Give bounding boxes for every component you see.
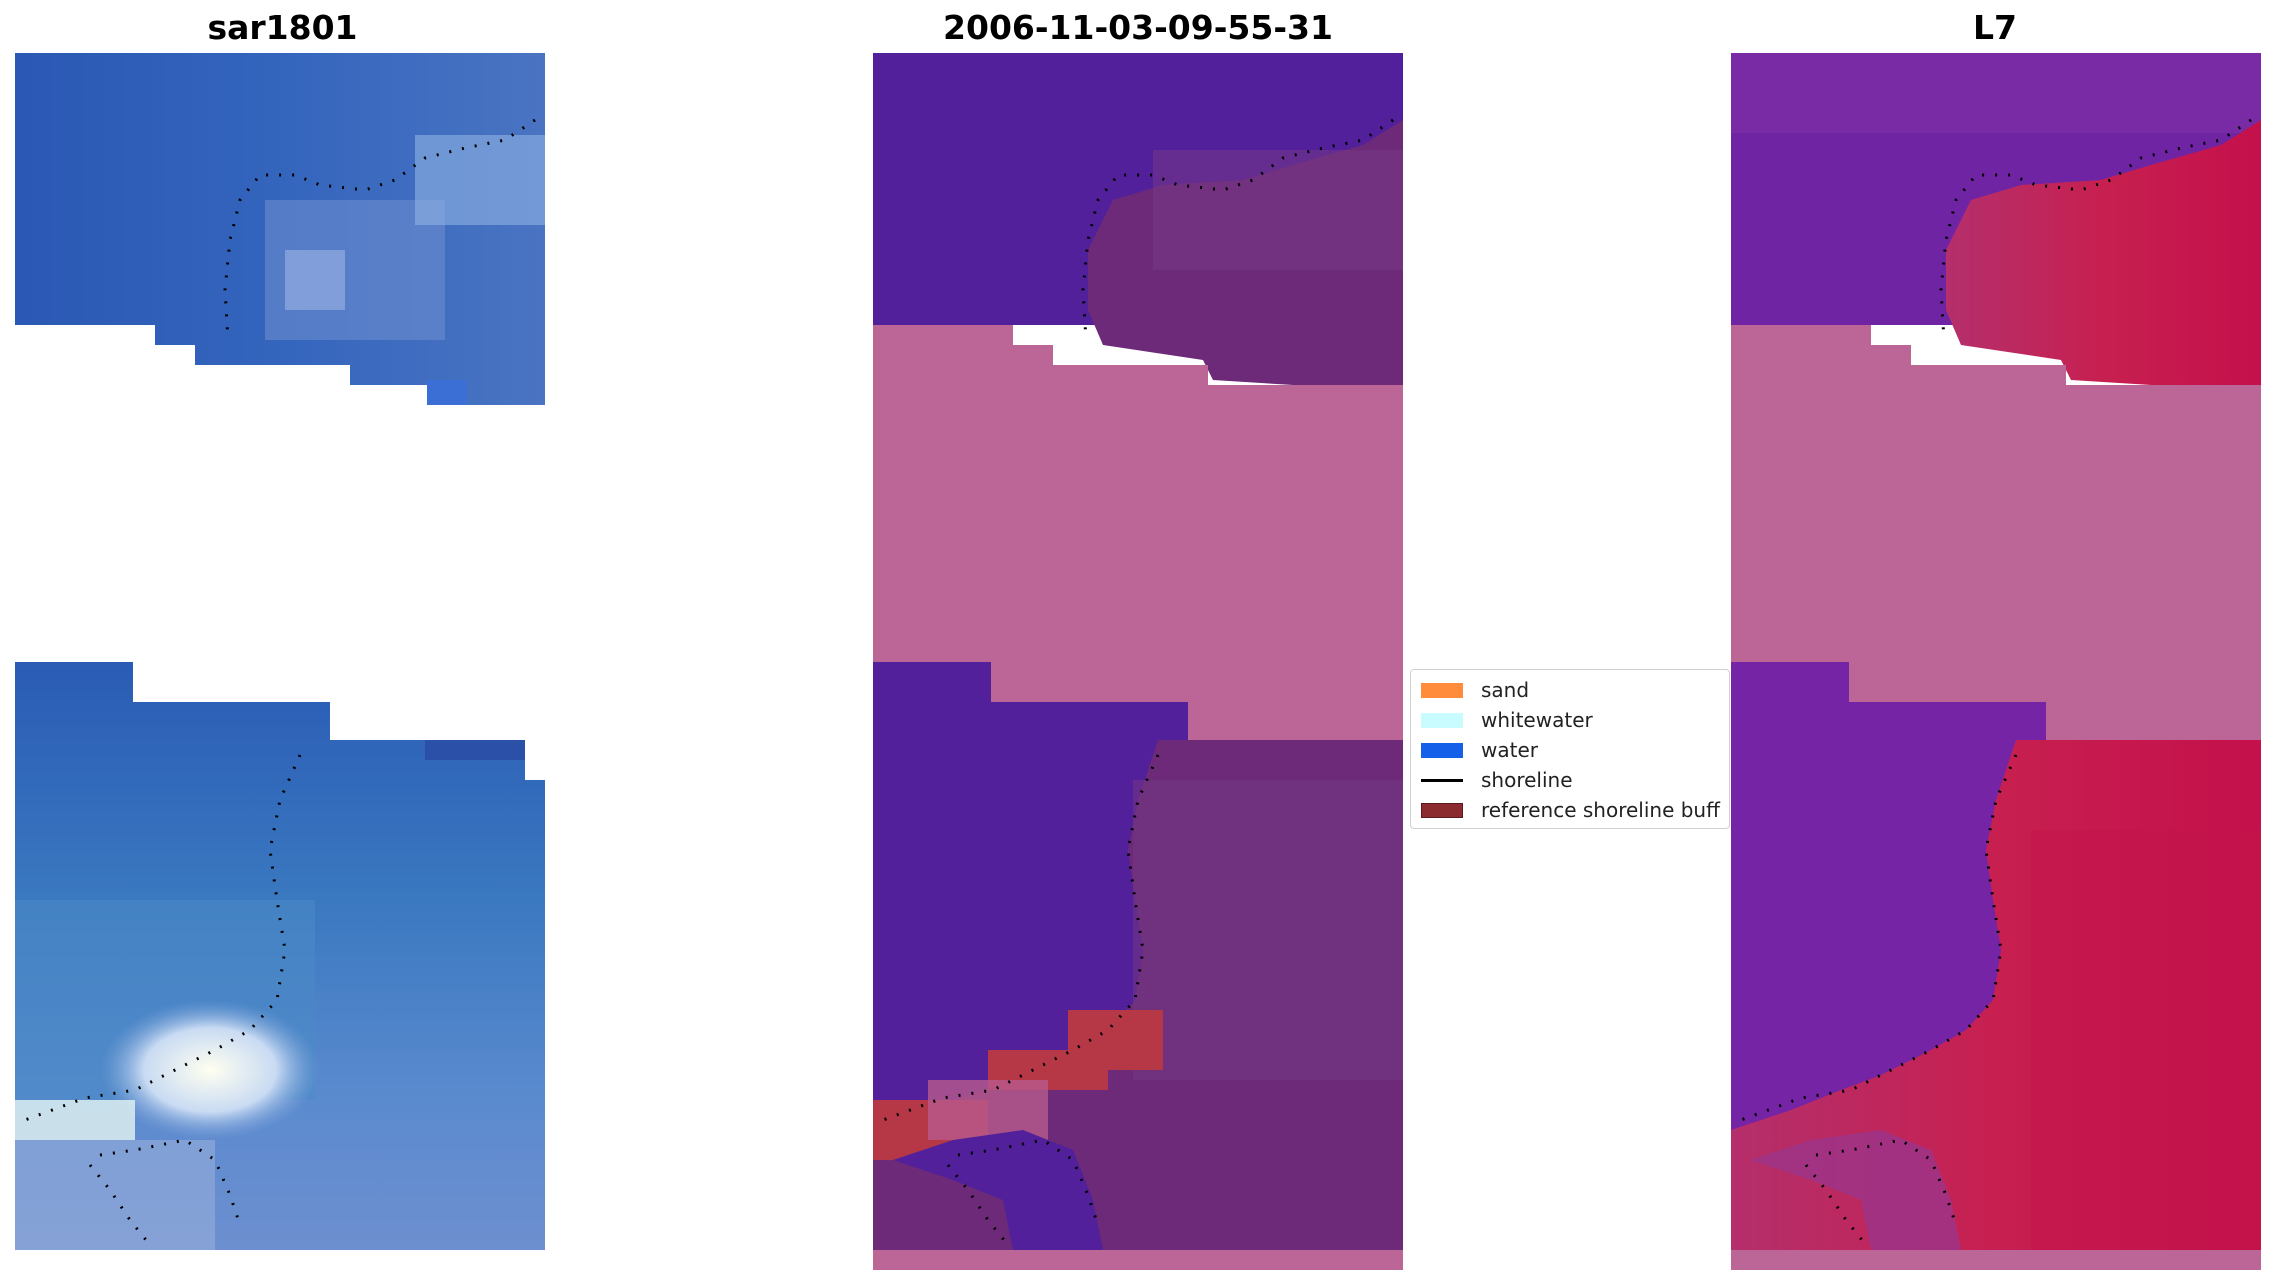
- l7-image: [1731, 53, 2261, 1270]
- classified-image-panel: [873, 50, 1403, 1270]
- legend-swatch-sand: [1421, 682, 1463, 698]
- left-panel-title: sar1801: [207, 8, 358, 47]
- legend-label-sand: sand: [1481, 678, 1530, 702]
- legend-label-whitewater: whitewater: [1481, 708, 1593, 732]
- classified-buffer-band: [873, 325, 1403, 740]
- l7-image-panel: [1731, 50, 2261, 1270]
- legend-item-reference-buffer: reference shoreline buff: [1421, 796, 1720, 824]
- legend-item-water: water: [1421, 736, 1538, 764]
- legend-item-sand: sand: [1421, 676, 1529, 704]
- classified-image: [873, 53, 1403, 1270]
- sar-shoreline-lagoon: [88, 1138, 242, 1246]
- legend: sand whitewater water shoreline referenc…: [1410, 669, 1730, 829]
- right-panel-title: L7: [1973, 8, 2017, 47]
- legend-swatch-whitewater: [1421, 712, 1463, 728]
- legend-label-water: water: [1481, 738, 1538, 762]
- legend-line-shoreline: [1421, 778, 1463, 782]
- legend-swatch-water: [1421, 742, 1463, 758]
- legend-item-whitewater: whitewater: [1421, 706, 1593, 734]
- legend-item-shoreline: shoreline: [1421, 766, 1573, 794]
- legend-label-shoreline: shoreline: [1481, 768, 1573, 792]
- middle-panel-title: 2006-11-03-09-55-31: [943, 8, 1333, 47]
- sar-shoreline-bottom: [24, 754, 302, 1122]
- sar-image: [15, 53, 545, 1250]
- legend-label-reference-buffer: reference shoreline buff: [1481, 798, 1720, 822]
- legend-swatch-reference-buffer: [1421, 802, 1463, 818]
- sar-image-panel: [15, 50, 545, 1270]
